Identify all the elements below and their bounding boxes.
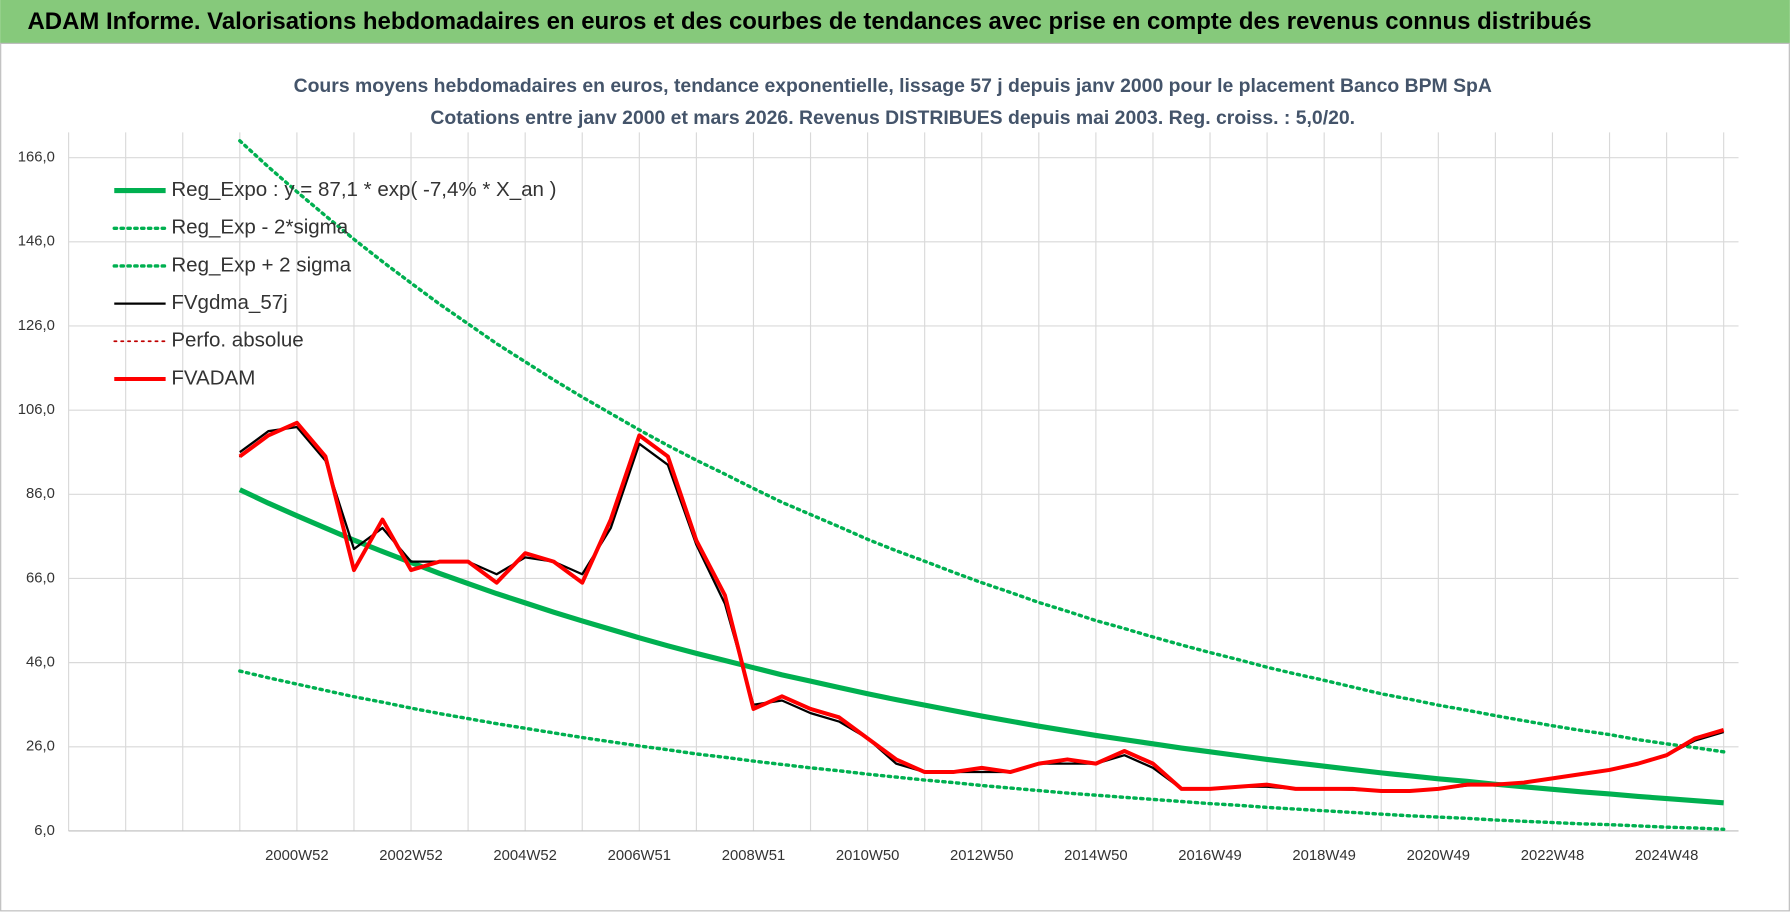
series-line xyxy=(238,669,1726,831)
chart-title: Cours moyens hebdomadaires en euros, ten… xyxy=(294,75,1492,97)
y-tick-label: 146,0 xyxy=(18,234,55,250)
y-tick-label: 166,0 xyxy=(18,150,55,166)
y-tick-label: 26,0 xyxy=(26,739,55,755)
header-title: ADAM Informe. Valorisations hebdomadaire… xyxy=(28,8,1592,35)
y-tick-label: 66,0 xyxy=(26,570,55,586)
x-tick-label: 2020W49 xyxy=(1407,848,1470,864)
x-tick-label: 2006W51 xyxy=(608,848,671,864)
x-tick-label: 2014W50 xyxy=(1064,848,1127,864)
chart-subtitle: Cotations entre janv 2000 et mars 2026. … xyxy=(430,107,1355,129)
x-tick-label: 2002W52 xyxy=(379,848,442,864)
x-tick-label: 2018W49 xyxy=(1292,848,1355,864)
y-tick-label: 46,0 xyxy=(26,655,55,671)
x-tick-label: 2024W48 xyxy=(1635,848,1698,864)
series-line xyxy=(238,420,1725,793)
x-tick-label: 2010W50 xyxy=(836,848,899,864)
x-tick-label: 2022W48 xyxy=(1521,848,1584,864)
header-bar xyxy=(0,0,1790,44)
y-tick-label: 126,0 xyxy=(18,318,55,334)
legend-label: Perfo. absolue xyxy=(171,329,303,352)
x-tick-label: 2016W49 xyxy=(1178,848,1241,864)
series-line xyxy=(238,487,1724,806)
y-tick-label: 86,0 xyxy=(26,486,55,502)
x-tick-label: 2008W51 xyxy=(722,848,785,864)
x-tick-label: 2012W50 xyxy=(950,848,1013,864)
legend-label: FVADAM xyxy=(171,366,255,389)
y-tick-label: 106,0 xyxy=(18,402,55,418)
series-line xyxy=(238,139,1726,754)
legend-label: FVgdma_57j xyxy=(171,291,287,314)
legend-label: Reg_Exp - 2*sigma xyxy=(171,216,348,239)
x-tick-label: 2000W52 xyxy=(265,848,328,864)
y-tick-label: 6,0 xyxy=(34,823,55,839)
x-tick-label: 2004W52 xyxy=(493,848,556,864)
legend-label: Reg_Exp + 2 sigma xyxy=(171,253,351,276)
frame xyxy=(0,42,1790,912)
legend-label: Reg_Expo : y = 87,1 * exp( -7,4% * X_an … xyxy=(171,178,556,201)
